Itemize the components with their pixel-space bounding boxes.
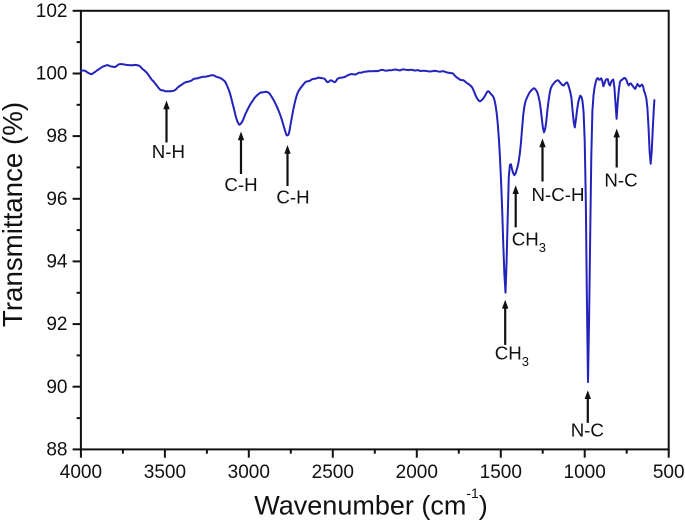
svg-text:3000: 3000	[228, 462, 270, 483]
svg-text:Transmittance (%): Transmittance (%)	[0, 102, 28, 327]
svg-text:98: 98	[46, 126, 67, 147]
svg-text:100: 100	[36, 64, 68, 85]
svg-text:N-C: N-C	[604, 170, 637, 191]
svg-text:CH3: CH3	[495, 342, 529, 369]
svg-text:C-H: C-H	[276, 187, 309, 208]
svg-text:2000: 2000	[396, 462, 438, 483]
svg-text:90: 90	[46, 377, 67, 398]
svg-text:3500: 3500	[144, 462, 186, 483]
svg-text:N-H: N-H	[152, 141, 185, 162]
svg-text:4000: 4000	[60, 462, 102, 483]
svg-text:N-C: N-C	[571, 420, 604, 441]
svg-text:102: 102	[36, 1, 68, 22]
svg-text:CH3: CH3	[512, 229, 546, 256]
svg-text:94: 94	[46, 252, 68, 273]
svg-text:92: 92	[46, 314, 67, 335]
svg-text:2500: 2500	[312, 462, 354, 483]
svg-text:1000: 1000	[564, 462, 606, 483]
svg-text:C-H: C-H	[224, 174, 257, 195]
svg-text:1500: 1500	[480, 462, 522, 483]
svg-text:88: 88	[46, 440, 67, 461]
svg-text:96: 96	[46, 189, 67, 210]
svg-text:500: 500	[653, 462, 685, 483]
svg-text:N-C-H: N-C-H	[532, 184, 585, 205]
svg-text:Wavenumber (cm-1): Wavenumber (cm-1)	[254, 485, 487, 520]
